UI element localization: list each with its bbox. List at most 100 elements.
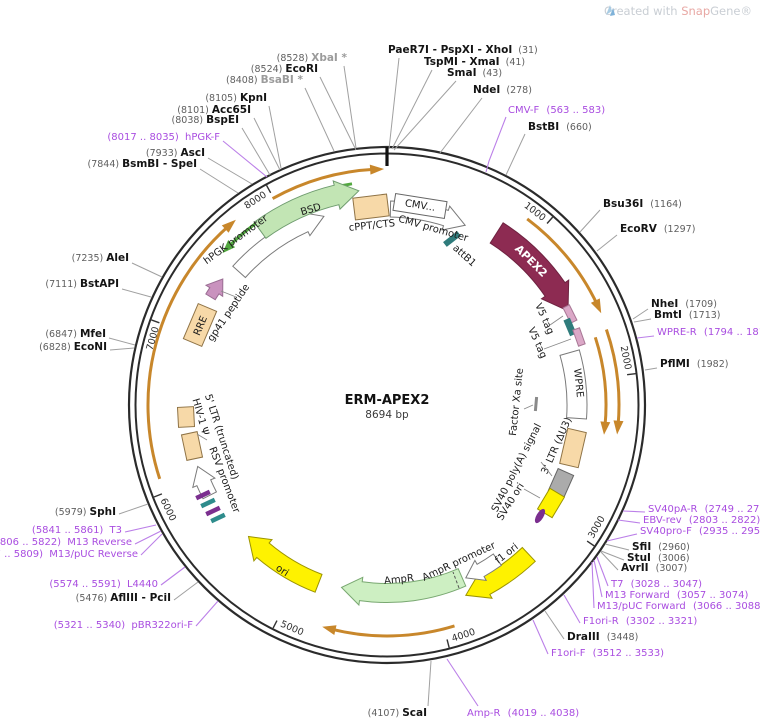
primer-label-ebv-rev[interactable]: EBV-rev (2803 .. 2822) — [643, 515, 760, 526]
feature-ltr5-truncated[interactable] — [180, 431, 204, 461]
feature-leader-line — [543, 338, 572, 350]
primer-label-m13-puc-forward[interactable]: M13/pUC Forward (3066 .. 3088) — [597, 601, 760, 612]
restriction-site-label-nhei[interactable]: NheI (1709) — [651, 298, 717, 310]
site-leader-stui — [600, 550, 625, 561]
feature-ori[interactable] — [247, 535, 323, 593]
feature-hiv1-psi[interactable] — [176, 406, 196, 428]
site-label-part: (2803 .. 2822) — [686, 515, 760, 526]
feature-label-cppt-cts[interactable]: cPPT/CTS — [348, 218, 395, 234]
feature-sv40-marker[interactable] — [533, 507, 547, 524]
primer-label-m13-forward[interactable]: M13 Forward (3057 .. 3074) — [605, 590, 748, 601]
site-label-part: (31) — [515, 45, 538, 56]
site-leader-avrii — [600, 551, 619, 571]
restriction-site-label-draiii[interactable]: DraIII (3448) — [567, 631, 638, 643]
site-leader-econi — [109, 347, 135, 351]
primer-label-l4440[interactable]: (5574 .. 5591) L4440 — [49, 579, 158, 590]
site-label-part: Acc65I — [212, 104, 251, 116]
bp-tick — [265, 185, 272, 194]
restriction-site-label-sphi[interactable]: (5979) SphI — [55, 506, 116, 518]
restriction-site-label-bsabi[interactable]: (8408) BsaBI * — [226, 74, 304, 86]
restriction-site-label-bstbi[interactable]: BstBI (660) — [528, 121, 592, 133]
feature-cmv-box[interactable] — [392, 192, 448, 220]
restriction-site-label-alei[interactable]: (7235) AleI — [72, 252, 129, 264]
restriction-site-label-kpni[interactable]: (8105) KpnI — [205, 92, 267, 104]
primer-label-f1ori-r[interactable]: F1ori-R (3302 .. 3321) — [583, 616, 697, 627]
feature-label-factor-xa-site[interactable]: Factor Xa site — [508, 368, 526, 437]
primer-label-sv40pa-r[interactable]: SV40pA-R (2749 .. 2768) — [648, 504, 760, 515]
site-label-part: M13/pUC Forward — [597, 601, 686, 612]
restriction-site-label-acc65i[interactable]: (8101) Acc65I — [177, 104, 251, 116]
site-leader-afliii-pcii — [173, 581, 199, 601]
orf-arc-arrowhead-icon — [369, 164, 385, 175]
feature-attb1[interactable] — [443, 231, 461, 247]
restriction-site-label-bspei[interactable]: (8038) BspEI — [172, 114, 239, 126]
feature-v5-tag-2[interactable] — [572, 327, 586, 347]
bp-tick — [446, 639, 450, 648]
restriction-site-label-pflmi[interactable]: PflMI (1982) — [660, 358, 728, 370]
restriction-site-label-econi[interactable]: (6828) EcoNI — [39, 341, 107, 353]
feature-bsd[interactable] — [253, 180, 360, 239]
site-label-part: BsmBI - SpeI — [122, 158, 197, 170]
primer-label-t3[interactable]: (5841 .. 5861) T3 — [32, 525, 122, 536]
primer-label-t7[interactable]: T7 (3028 .. 3047) — [610, 579, 702, 590]
restriction-site-label-scai[interactable]: (4107) ScaI — [368, 707, 427, 719]
restriction-site-label-mfei[interactable]: (6847) MfeI — [45, 328, 106, 340]
feature-wpre[interactable] — [559, 349, 588, 420]
restriction-site-label-bsmbi-spei[interactable]: (7844) BsmBI - SpeI — [88, 158, 198, 170]
watermark-text: Created with SnapGene® — [603, 4, 752, 18]
site-leader-smai — [393, 80, 457, 151]
site-leader-tspmi-xmai — [391, 69, 433, 150]
primer-label-hpgk-f[interactable]: (8017 .. 8035) hPGK-F — [107, 132, 220, 143]
feature-packaging-marker-4[interactable] — [210, 512, 226, 524]
primer-label-m13-puc-reverse[interactable]: (5787 .. 5809) M13/pUC Reverse — [0, 549, 138, 560]
feature-packaging-marker-1[interactable] — [195, 489, 211, 501]
feature-cppt-cts[interactable] — [352, 193, 390, 221]
site-leader-ebv-rev — [617, 519, 641, 524]
feature-v5-tag-1[interactable] — [562, 304, 578, 324]
restriction-site-label-avrii[interactable]: AvrII (3007) — [621, 562, 687, 574]
primer-label-cmv-f[interactable]: CMV-F (563 .. 583) — [508, 105, 605, 116]
restriction-site-label-bsu36i[interactable]: Bsu36I (1164) — [603, 198, 682, 210]
restriction-site-label-smai[interactable]: SmaI (43) — [447, 67, 502, 79]
restriction-site-label-paer7i-pspxi-xhoi[interactable]: PaeR7I - PspXI - XhoI (31) — [388, 44, 538, 56]
feature-ampr-promoter[interactable] — [465, 553, 503, 582]
primer-label-pbr322ori-f[interactable]: (5321 .. 5340) pBR322ori-F — [54, 620, 193, 631]
feature-packaging-marker-3[interactable] — [205, 505, 221, 517]
site-label-part: (660) — [563, 122, 592, 133]
primer-label-wpre-r[interactable]: WPRE-R (1794 .. 1814) — [657, 327, 760, 338]
primer-label-m13-reverse[interactable]: (5806 .. 5822) M13 Reverse — [0, 537, 132, 548]
feature-gp41-peptide[interactable] — [204, 278, 224, 301]
restriction-site-label-bmti[interactable]: BmtI (1713) — [654, 309, 720, 321]
feature-label-ampr[interactable]: AmpR — [384, 573, 415, 587]
feature-ampr[interactable] — [340, 568, 467, 607]
restriction-site-label-xbai[interactable]: (8528) XbaI * — [277, 52, 348, 64]
site-leader-bstbi — [505, 133, 526, 176]
feature-factor-xa-site[interactable] — [533, 396, 539, 412]
feature-label-wpre[interactable]: WPRE — [571, 368, 585, 398]
site-label-part: BstAPI — [80, 278, 119, 290]
restriction-site-label-ecorv[interactable]: EcoRV (1297) — [620, 223, 695, 235]
feature-hpgk-promoter[interactable] — [232, 211, 325, 279]
restriction-site-label-stui[interactable]: StuI (3006) — [627, 552, 690, 564]
restriction-site-label-ecori[interactable]: (8524) EcoRI — [251, 63, 318, 75]
restriction-site-label-tspmi-xmai[interactable]: TspMI - XmaI (41) — [424, 56, 525, 68]
primer-label-f1ori-f[interactable]: F1ori-F (3512 .. 3533) — [551, 648, 664, 659]
feature-packaging-marker-2[interactable] — [200, 497, 216, 509]
feature-rsv-promoter[interactable] — [192, 465, 218, 500]
feature-rre[interactable] — [182, 302, 218, 348]
restriction-site-label-ndei[interactable]: NdeI (278) — [473, 84, 532, 96]
primer-label-amp-r[interactable]: Amp-R (4019 .. 4038) — [467, 708, 579, 719]
site-leader-hpgk-f — [222, 140, 268, 178]
primer-label-sv40pro-f[interactable]: SV40pro-F (2935 .. 2954) — [640, 526, 760, 537]
restriction-site-label-sfii[interactable]: SfiI (2960) — [632, 541, 690, 553]
site-label-part: CMV-F — [508, 105, 539, 116]
site-leader-alei — [131, 262, 163, 278]
restriction-site-label-asci[interactable]: (7933) AscI — [146, 147, 205, 159]
restriction-site-label-bstapi[interactable]: (7111) BstAPI — [45, 278, 119, 290]
restriction-site-label-afliii-pcii[interactable]: (5476) AflIII - PciI — [76, 592, 171, 604]
feature-f1-ori[interactable] — [464, 546, 537, 599]
feature-ltr3-du3[interactable] — [559, 427, 587, 469]
feature-label-cmv-box[interactable]: CMV... — [404, 198, 436, 214]
feature-label-attb1[interactable]: attB1 — [450, 243, 478, 269]
